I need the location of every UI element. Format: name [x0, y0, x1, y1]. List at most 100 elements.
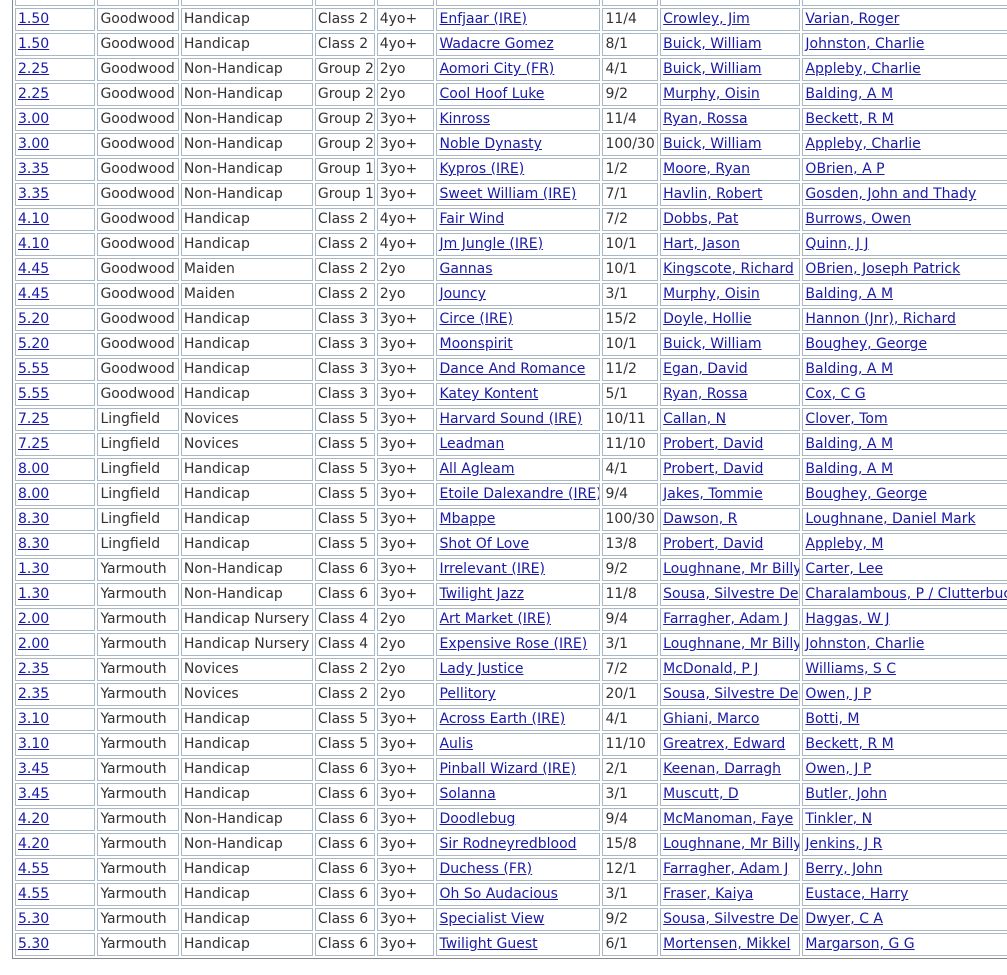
link[interactable]: Noble Dynasty: [439, 136, 542, 152]
link[interactable]: Expensive Rose (IRE): [439, 636, 588, 652]
link[interactable]: Doyle, Hollie: [663, 311, 752, 327]
link[interactable]: 5.30: [18, 936, 50, 952]
link[interactable]: Dobbs, Pat: [663, 211, 739, 227]
link[interactable]: Hannon (Jnr), Richard: [805, 311, 956, 327]
link[interactable]: Balding, A M: [805, 461, 894, 477]
link[interactable]: McManoman, Faye: [663, 811, 794, 827]
link[interactable]: Twilight Jazz: [439, 586, 524, 602]
link[interactable]: Farragher, Adam J: [663, 611, 789, 627]
link[interactable]: 5.20: [18, 336, 50, 352]
link[interactable]: Fraser, Kaiya: [663, 886, 754, 902]
link[interactable]: Balding, A M: [805, 286, 894, 302]
link[interactable]: Appleby, Charlie: [805, 136, 921, 152]
link[interactable]: 2.25: [18, 86, 50, 102]
link[interactable]: 3.00: [18, 136, 50, 152]
link[interactable]: Farragher, Adam J: [663, 861, 789, 877]
link[interactable]: 5.55: [18, 361, 50, 377]
link[interactable]: Etoile Dalexandre (IRE): [439, 486, 601, 502]
link[interactable]: Greatrex, Edward: [663, 736, 786, 752]
link[interactable]: Sousa, Silvestre De: [663, 911, 799, 927]
link[interactable]: Dance And Romance: [439, 361, 586, 377]
link[interactable]: Gannas: [439, 261, 493, 277]
link[interactable]: 3.45: [18, 761, 50, 777]
link[interactable]: Appleby, M: [805, 536, 884, 552]
link[interactable]: 4.20: [18, 811, 50, 827]
link[interactable]: 4.10: [18, 211, 50, 227]
link[interactable]: Jouncy: [439, 286, 486, 302]
link[interactable]: 4.55: [18, 886, 50, 902]
link[interactable]: 1.30: [18, 586, 50, 602]
link[interactable]: Dawson, R: [663, 511, 738, 527]
link[interactable]: Burrows, Owen: [805, 211, 912, 227]
link[interactable]: Egan, David: [663, 361, 748, 377]
link[interactable]: Kinross: [439, 111, 491, 127]
link[interactable]: Varian, Roger: [805, 11, 900, 27]
link[interactable]: Loughnane, Mr Billy: [663, 561, 801, 577]
link[interactable]: Kingscote, Richard: [663, 261, 794, 277]
link[interactable]: Lady Justice: [439, 661, 524, 677]
link[interactable]: 2.00: [18, 636, 50, 652]
link[interactable]: 1.50: [18, 11, 50, 27]
link[interactable]: Solanna: [439, 786, 496, 802]
link[interactable]: Oh So Audacious: [439, 886, 558, 902]
link[interactable]: Margarson, G G: [805, 936, 915, 952]
link[interactable]: Wadacre Gomez: [439, 36, 554, 52]
link[interactable]: Harvard Sound (IRE): [439, 411, 583, 427]
link[interactable]: Shot Of Love: [439, 536, 530, 552]
link[interactable]: 4.45: [18, 286, 50, 302]
link[interactable]: Crowley, Jim: [663, 11, 750, 27]
link[interactable]: Ryan, Rossa: [663, 111, 748, 127]
link[interactable]: Havlin, Robert: [663, 186, 763, 202]
link[interactable]: OBrien, A P: [805, 161, 885, 177]
link[interactable]: 3.45: [18, 786, 50, 802]
link[interactable]: Loughnane, Mr Billy: [663, 636, 801, 652]
link[interactable]: Moore, Ryan: [663, 161, 751, 177]
link[interactable]: Eustace, Harry: [805, 886, 909, 902]
link[interactable]: Mortensen, Mikkel: [663, 936, 791, 952]
link[interactable]: Leadman: [439, 436, 505, 452]
link[interactable]: Jenkins, J R: [805, 836, 883, 852]
link[interactable]: Moonspirit: [439, 336, 513, 352]
link[interactable]: Ghiani, Marco: [663, 711, 760, 727]
link[interactable]: McDonald, P J: [663, 661, 759, 677]
link[interactable]: Across Earth (IRE): [439, 711, 566, 727]
link[interactable]: Fair Wind: [439, 211, 505, 227]
link[interactable]: Balding, A M: [805, 436, 894, 452]
link[interactable]: 3.35: [18, 161, 50, 177]
link[interactable]: Loughnane, Daniel Mark: [805, 511, 976, 527]
link[interactable]: Buick, William: [663, 36, 762, 52]
link[interactable]: Enfjaar (IRE): [439, 11, 528, 27]
link[interactable]: 2.35: [18, 661, 50, 677]
link[interactable]: Cool Hoof Luke: [439, 86, 545, 102]
link[interactable]: 2.25: [18, 61, 50, 77]
link[interactable]: Art Market (IRE): [439, 611, 551, 627]
link[interactable]: Kypros (IRE): [439, 161, 525, 177]
link[interactable]: 7.25: [18, 411, 50, 427]
link[interactable]: Charalambous, P / Clutterbuck, J: [805, 586, 1007, 602]
link[interactable]: Muscutt, D: [663, 786, 739, 802]
link[interactable]: Berry, John: [805, 861, 883, 877]
link[interactable]: 3.10: [18, 711, 50, 727]
link[interactable]: 1.30: [18, 561, 50, 577]
link[interactable]: Buick, William: [663, 336, 762, 352]
link[interactable]: Cox, C G: [805, 386, 866, 402]
link[interactable]: Johnston, Charlie: [805, 36, 925, 52]
link[interactable]: 8.30: [18, 536, 50, 552]
link[interactable]: Buick, William: [663, 61, 762, 77]
link[interactable]: Mbappe: [439, 511, 496, 527]
link[interactable]: Jakes, Tommie: [663, 486, 763, 502]
link[interactable]: Specialist View: [439, 911, 545, 927]
link[interactable]: Keenan, Darragh: [663, 761, 782, 777]
link[interactable]: Irrelevant (IRE): [439, 561, 545, 577]
link[interactable]: 8.00: [18, 486, 50, 502]
link[interactable]: Murphy, Oisin: [663, 86, 760, 102]
link[interactable]: Dwyer, C A: [805, 911, 884, 927]
link[interactable]: 3.35: [18, 186, 50, 202]
link[interactable]: Beckett, R M: [805, 736, 894, 752]
link[interactable]: 2.00: [18, 611, 50, 627]
link[interactable]: 1.50: [18, 36, 50, 52]
link[interactable]: Boughey, George: [805, 336, 928, 352]
link[interactable]: 7.25: [18, 436, 50, 452]
link[interactable]: 5.55: [18, 386, 50, 402]
link[interactable]: 4.45: [18, 261, 50, 277]
